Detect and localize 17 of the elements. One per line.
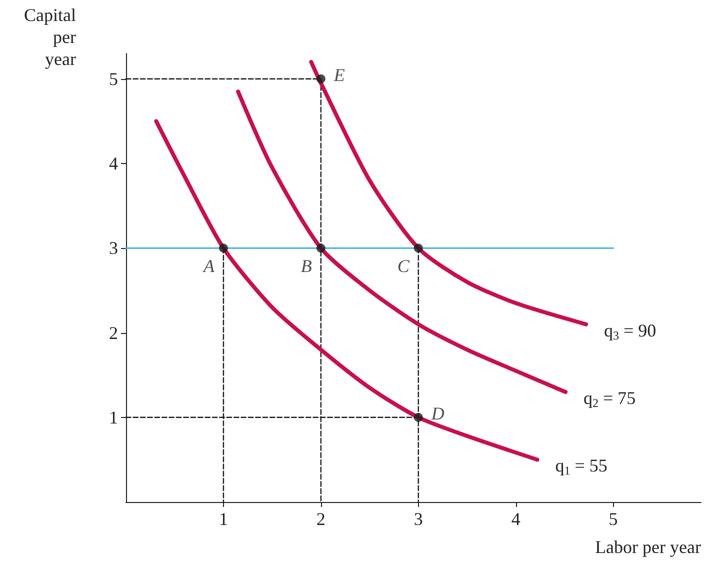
x-axis-title: Labor per year bbox=[595, 537, 702, 557]
annotation: B bbox=[300, 256, 312, 276]
annotation: C bbox=[397, 256, 410, 276]
y-tick-label: 1 bbox=[109, 407, 118, 428]
x-tick-label: 3 bbox=[414, 509, 423, 529]
x-tick-label: 2 bbox=[316, 509, 326, 529]
y-tick-label: 4 bbox=[109, 154, 118, 174]
y-axis-title: Capital per year bbox=[24, 4, 76, 69]
y-tick-label: 2 bbox=[109, 322, 118, 343]
x-tick-label: 5 bbox=[608, 509, 618, 529]
annotation: E bbox=[332, 64, 345, 85]
annotation: D bbox=[430, 403, 444, 424]
x-tick-label: 4 bbox=[511, 509, 520, 529]
annotation: A bbox=[202, 256, 216, 276]
y-tick-label: 5 bbox=[109, 68, 118, 89]
y-tick-label: 3 bbox=[109, 238, 118, 258]
x-tick-label: 1 bbox=[218, 509, 228, 529]
